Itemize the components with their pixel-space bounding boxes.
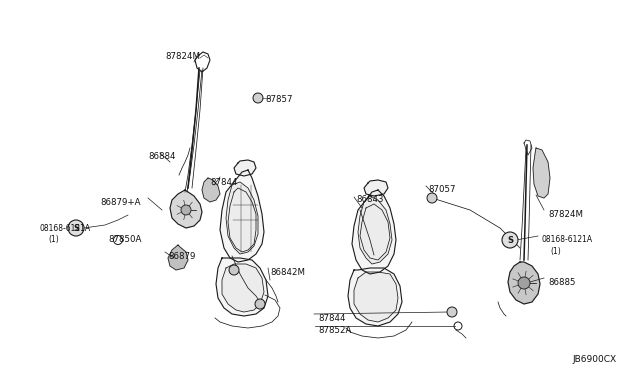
Polygon shape xyxy=(354,272,398,322)
Polygon shape xyxy=(234,160,256,176)
Text: 87824M: 87824M xyxy=(165,52,200,61)
Polygon shape xyxy=(220,170,264,262)
Circle shape xyxy=(518,277,530,289)
Text: 87852A: 87852A xyxy=(318,326,351,335)
Text: 86843: 86843 xyxy=(356,195,383,204)
Circle shape xyxy=(181,205,191,215)
Polygon shape xyxy=(216,258,268,316)
Circle shape xyxy=(502,232,518,248)
Polygon shape xyxy=(533,148,550,198)
Circle shape xyxy=(255,299,265,309)
Circle shape xyxy=(68,220,84,236)
Text: S: S xyxy=(507,235,513,244)
Polygon shape xyxy=(226,182,258,254)
Text: S: S xyxy=(73,224,79,232)
Circle shape xyxy=(253,93,263,103)
Circle shape xyxy=(447,307,457,317)
Text: 87844: 87844 xyxy=(318,314,346,323)
Text: (1): (1) xyxy=(550,247,561,256)
Text: 08168-6121A: 08168-6121A xyxy=(542,235,593,244)
Polygon shape xyxy=(170,190,202,228)
Text: 87824M: 87824M xyxy=(548,210,583,219)
Polygon shape xyxy=(358,196,392,264)
Polygon shape xyxy=(508,262,540,304)
Text: 87844: 87844 xyxy=(210,178,237,187)
Polygon shape xyxy=(348,268,402,326)
Text: 86842M: 86842M xyxy=(270,268,305,277)
Text: 87850A: 87850A xyxy=(108,235,141,244)
Text: JB6900CX: JB6900CX xyxy=(573,355,617,364)
Text: 87857: 87857 xyxy=(265,95,292,104)
Text: 08168-6121A: 08168-6121A xyxy=(40,224,91,233)
Polygon shape xyxy=(168,245,188,270)
Polygon shape xyxy=(364,180,388,196)
Text: 86879+A: 86879+A xyxy=(100,198,141,207)
Text: 86884: 86884 xyxy=(148,152,175,161)
Text: (1): (1) xyxy=(48,235,59,244)
Circle shape xyxy=(427,193,437,203)
Text: 86885: 86885 xyxy=(548,278,575,287)
Text: 87057: 87057 xyxy=(428,185,456,194)
Polygon shape xyxy=(352,190,396,274)
Polygon shape xyxy=(202,178,220,202)
Polygon shape xyxy=(222,264,264,312)
Text: 86879: 86879 xyxy=(168,252,195,261)
Circle shape xyxy=(229,265,239,275)
